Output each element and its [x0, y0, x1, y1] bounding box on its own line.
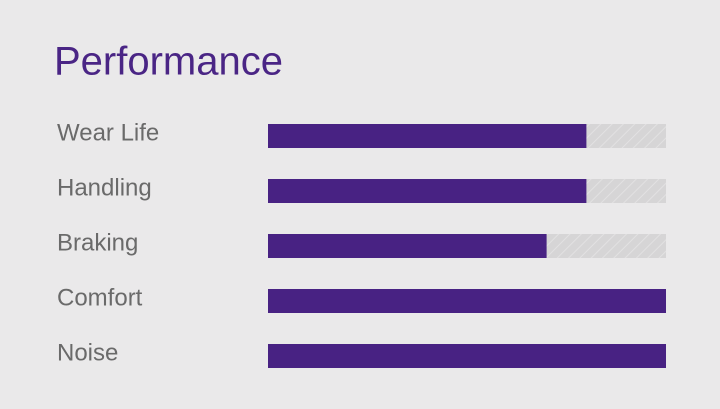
bar [268, 289, 666, 313]
chart-title: Performance [54, 40, 283, 84]
category-label: Braking [57, 229, 138, 256]
bar [268, 344, 666, 368]
category-label: Noise [57, 339, 118, 366]
bar [268, 124, 587, 148]
category-label: Comfort [57, 284, 143, 311]
bar [268, 234, 547, 258]
category-label: Handling [57, 174, 152, 201]
bar [268, 179, 587, 203]
category-label: Wear Life [57, 119, 159, 146]
